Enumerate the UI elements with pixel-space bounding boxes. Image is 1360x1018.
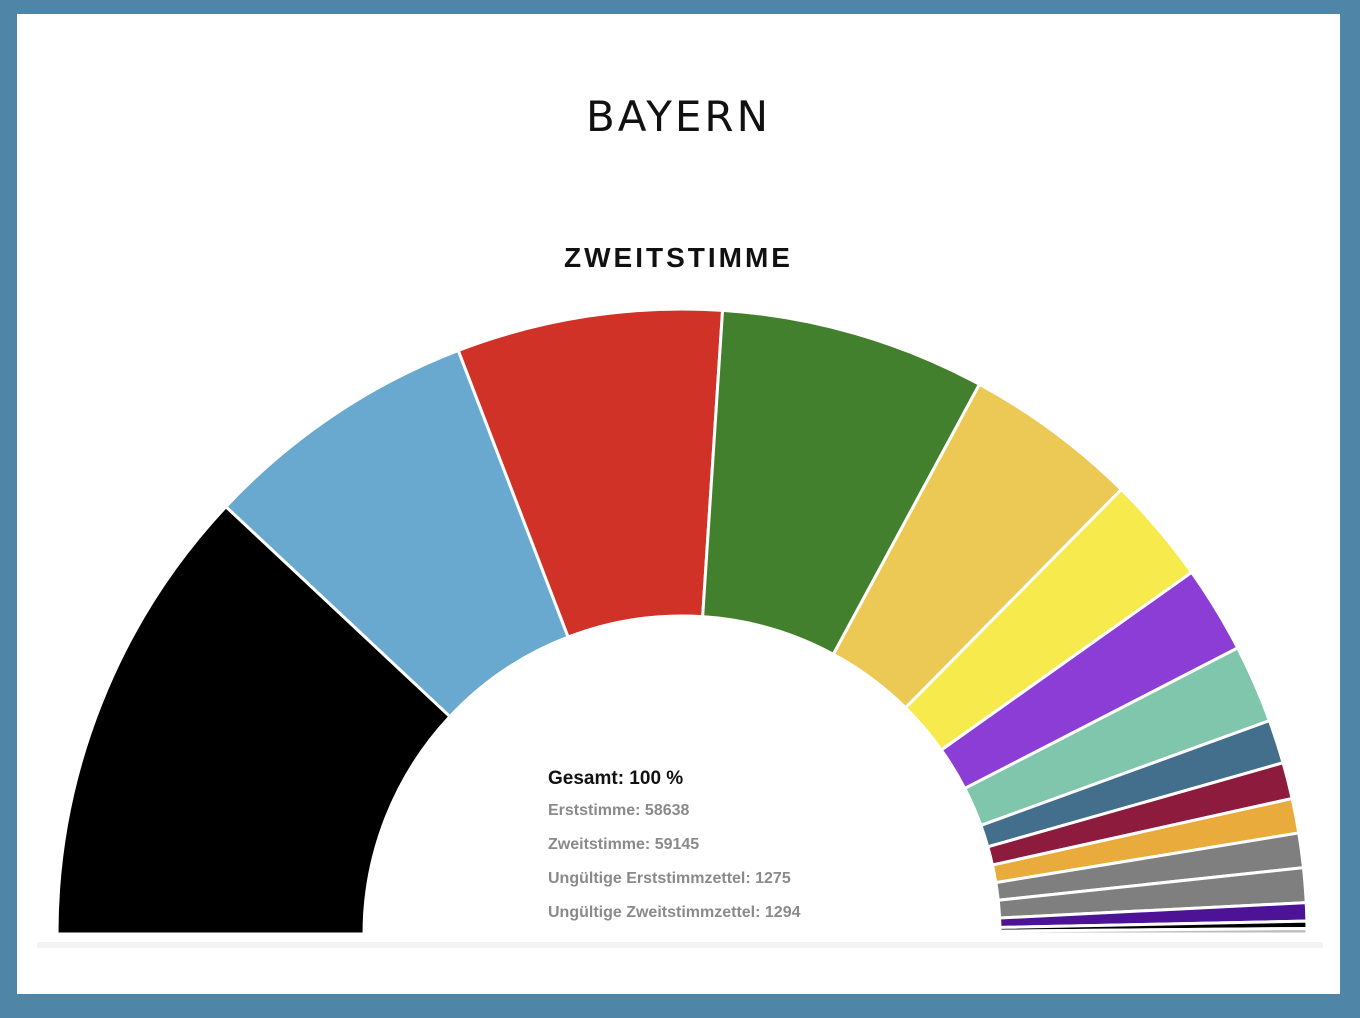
semicircle-chart xyxy=(55,307,1309,936)
chart-segment-15[interactable] xyxy=(998,926,1309,936)
total-label: Gesamt: 100 % xyxy=(548,768,684,789)
region-title: BAYERN xyxy=(585,92,772,141)
center-info: Gesamt: 100 % Erststimme: 58638 Zweitsti… xyxy=(548,768,801,938)
invalid-erststimme-count: Ungültige Erststimmzettel: 1275 xyxy=(548,870,791,887)
erststimme-count: Erststimme: 58638 xyxy=(548,802,690,819)
chart-segment-0[interactable] xyxy=(55,504,453,936)
chart-title: ZWEITSTIMME xyxy=(564,242,793,273)
chart-baseline xyxy=(37,942,1323,948)
zweitstimme-count: Zweitstimme: 59145 xyxy=(548,836,700,853)
chart-card: BAYERN ZWEITSTIMME Gesamt: 100 % Erststi… xyxy=(17,14,1340,994)
invalid-zweitstimme-count: Ungültige Zweitstimmzettel: 1294 xyxy=(548,904,801,921)
